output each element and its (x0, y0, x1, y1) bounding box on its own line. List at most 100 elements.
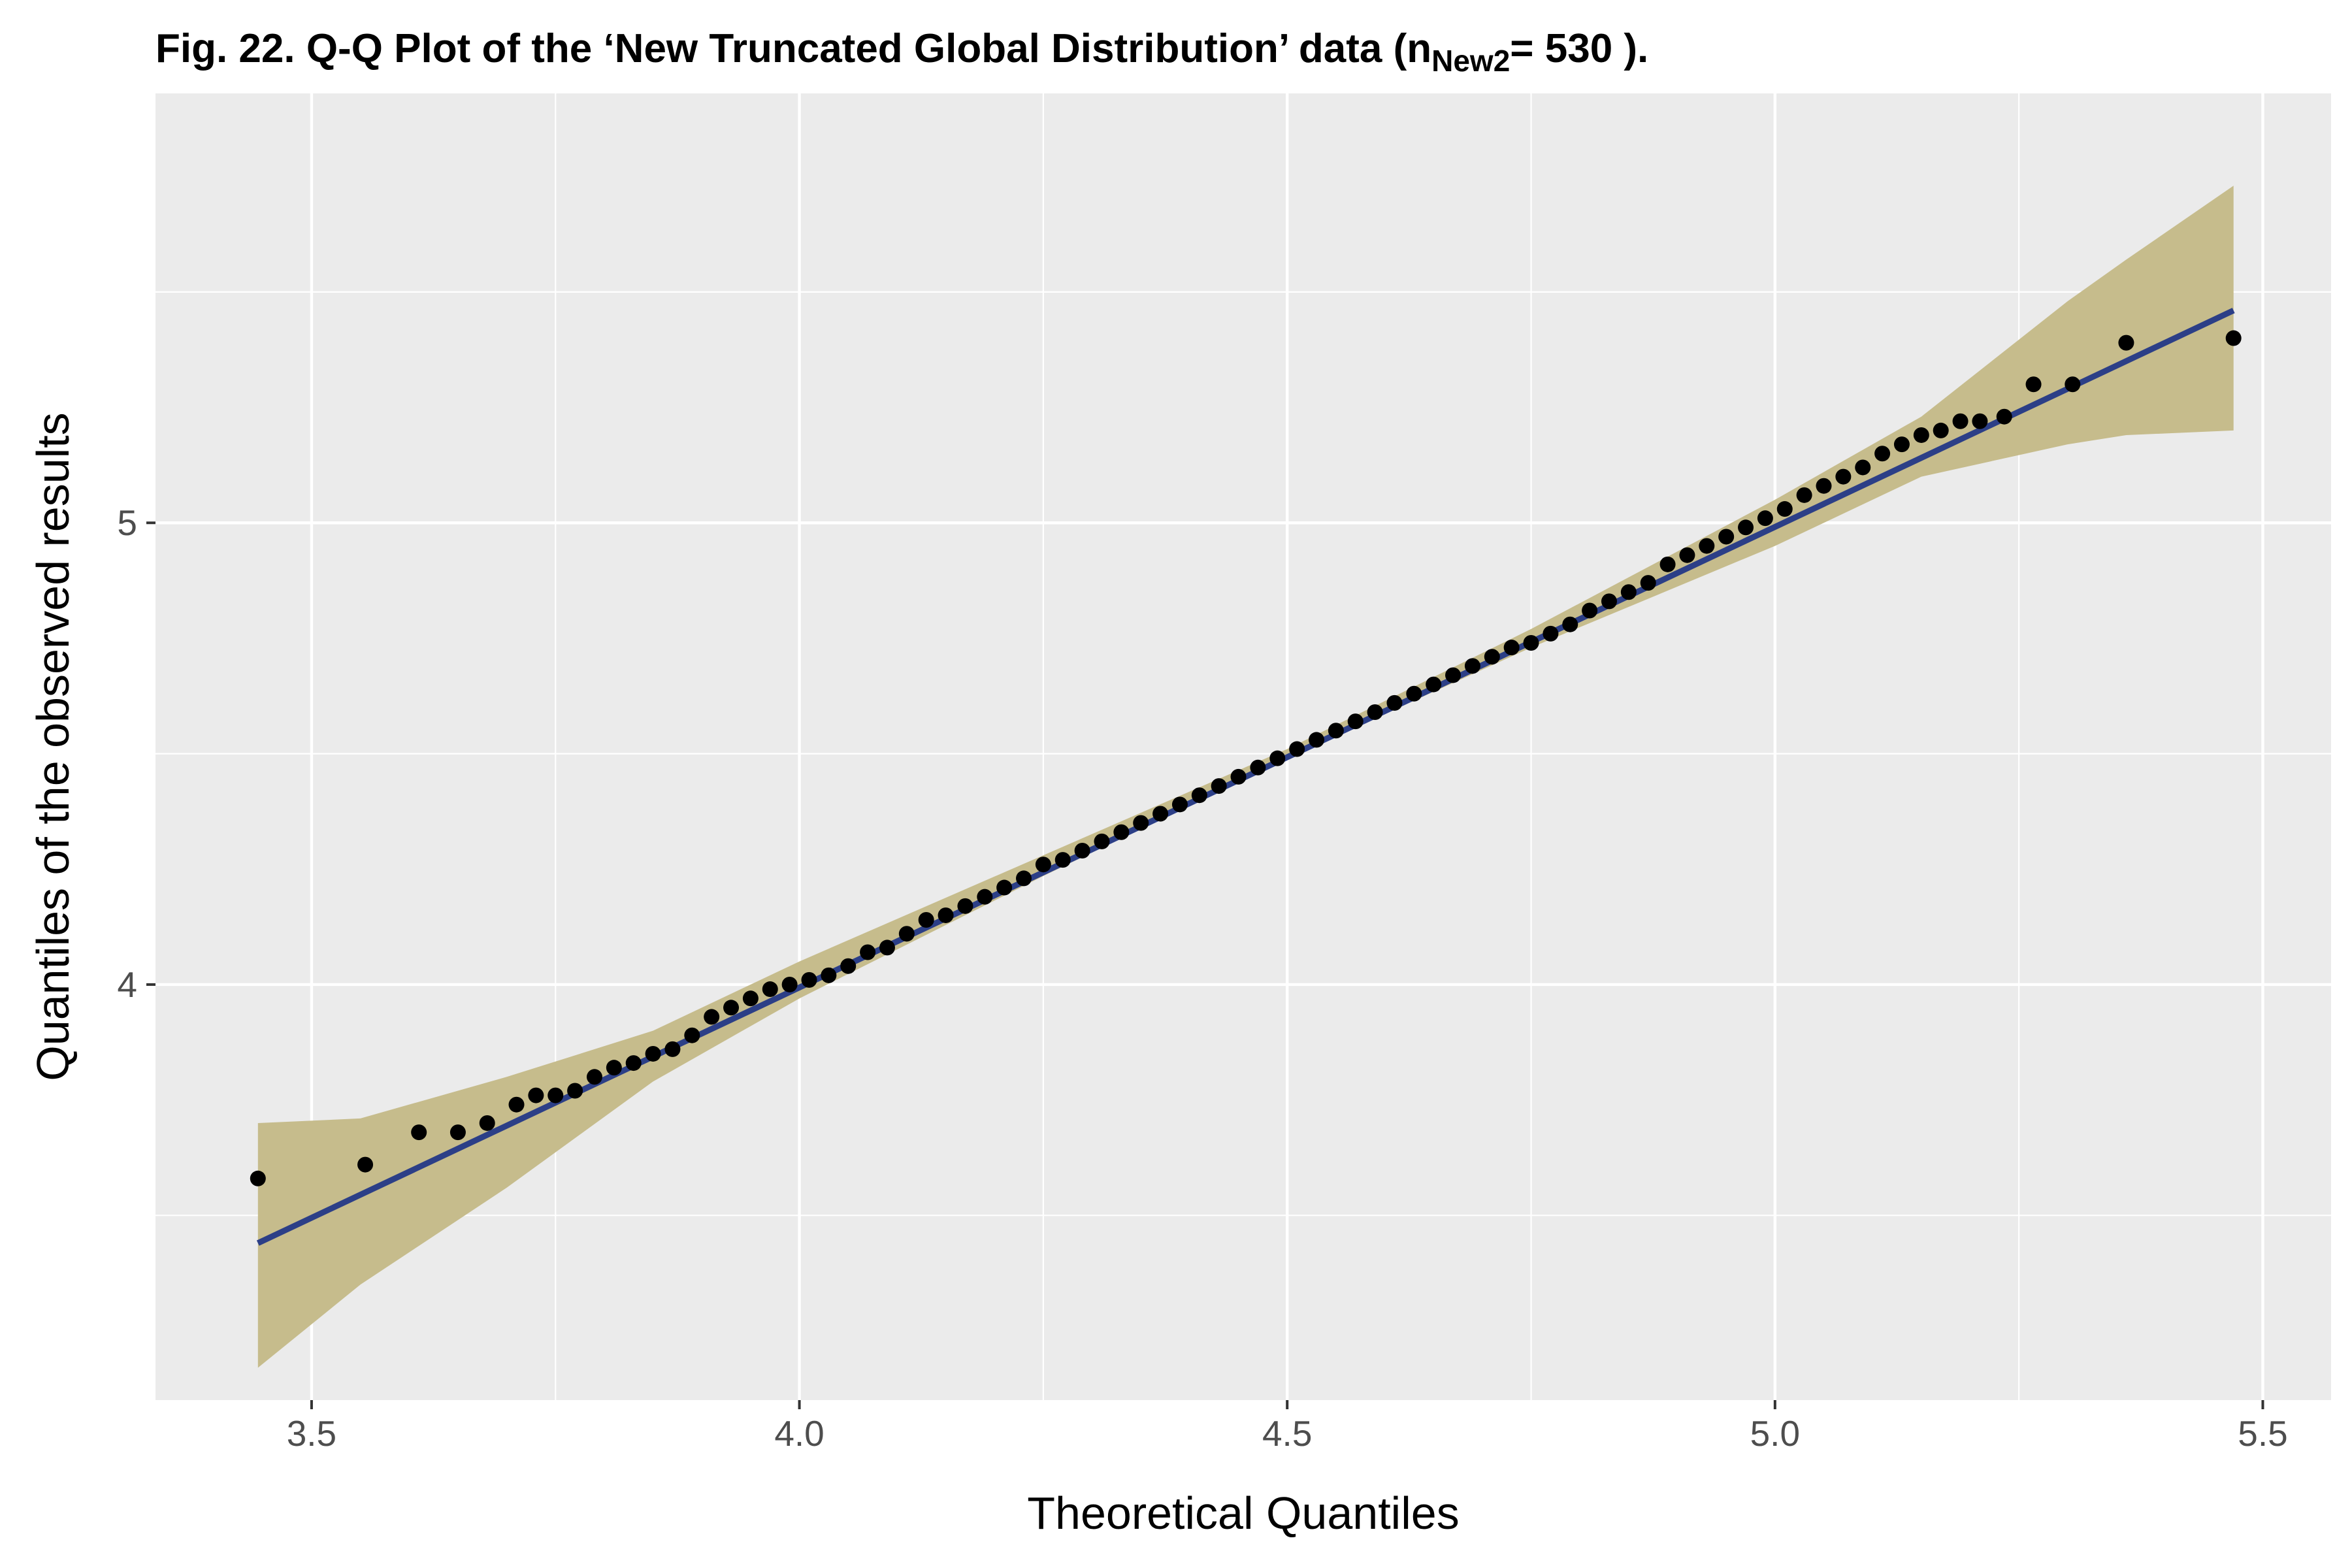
data-point (1386, 694, 1403, 711)
data-point (1893, 436, 1910, 453)
data-point (508, 1096, 525, 1113)
data-point (1269, 750, 1286, 766)
data-point (742, 990, 759, 1007)
plot-panel (155, 93, 2331, 1400)
data-point (1191, 787, 1207, 804)
y-tick-label: 5 (117, 502, 137, 543)
data-point (1074, 843, 1090, 859)
data-point (1972, 413, 1988, 429)
data-point (2118, 335, 2134, 351)
data-point (1054, 852, 1071, 868)
data-point (606, 1060, 622, 1076)
data-point (586, 1069, 602, 1085)
data-point (1464, 658, 1480, 674)
data-point (1776, 501, 1793, 517)
data-point (2065, 376, 2081, 393)
data-point (357, 1156, 374, 1173)
data-point (1620, 584, 1637, 600)
data-point (1523, 634, 1539, 651)
data-point (1996, 408, 2012, 425)
x-tick-label: 5.5 (2238, 1413, 2287, 1454)
data-point (1933, 422, 1949, 438)
data-point (781, 976, 798, 992)
x-tick-label: 4.0 (774, 1413, 824, 1454)
data-point (1094, 833, 1110, 849)
data-point (411, 1124, 427, 1141)
data-point (1952, 413, 1968, 429)
data-point (840, 958, 857, 974)
data-point (1659, 556, 1676, 572)
data-points (250, 330, 2242, 1186)
data-point (704, 1009, 720, 1025)
data-point (625, 1055, 642, 1071)
data-point (567, 1083, 583, 1099)
data-point (1133, 815, 1149, 831)
data-point (879, 939, 895, 956)
data-point (1171, 796, 1188, 813)
data-point (2225, 330, 2242, 346)
data-point (250, 1170, 266, 1186)
data-point (1230, 768, 1247, 785)
data-point (918, 912, 934, 928)
data-point (449, 1124, 466, 1141)
data-point (1152, 806, 1169, 822)
data-point (1718, 529, 1735, 545)
y-axis-title: Quantiles of the observed results (27, 412, 78, 1081)
x-tick-label: 3.5 (287, 1413, 336, 1454)
data-point (977, 889, 993, 905)
data-point (1757, 510, 1773, 527)
data-point (645, 1045, 661, 1062)
data-point (528, 1087, 544, 1103)
data-point (684, 1027, 700, 1043)
data-point (547, 1087, 564, 1103)
data-point (938, 907, 954, 923)
data-point (1855, 459, 1871, 476)
data-point (1543, 625, 1559, 642)
chart-title-text: Fig. 22. Q-Q Plot of the ‘New Truncated … (155, 26, 1432, 71)
x-tick-label: 5.0 (1750, 1413, 1800, 1454)
data-point (1582, 602, 1598, 619)
data-point (957, 898, 973, 914)
chart-title-suffix: = 530 ). (1510, 26, 1649, 71)
data-point (664, 1041, 681, 1057)
data-point (479, 1115, 495, 1131)
data-point (1913, 427, 1929, 443)
data-point (1347, 713, 1364, 730)
data-point (1328, 723, 1344, 739)
data-point (860, 944, 876, 960)
data-point (2025, 376, 2042, 393)
data-point (1796, 487, 1812, 503)
data-point (1503, 640, 1520, 656)
data-point (1816, 478, 1832, 494)
chart-title-subscript: New2 (1431, 44, 1511, 78)
data-point (1640, 575, 1656, 591)
data-point (1250, 759, 1266, 776)
data-point (1562, 616, 1578, 632)
data-point (821, 967, 837, 983)
data-point (1289, 741, 1305, 757)
data-point (1738, 519, 1754, 536)
data-point (1406, 685, 1422, 702)
chart-title: Fig. 22. Q-Q Plot of the ‘New Truncated … (155, 25, 1648, 79)
data-point (1211, 778, 1227, 794)
data-point (1874, 446, 1891, 462)
data-point (1601, 593, 1617, 610)
data-point (801, 972, 817, 988)
data-point (1426, 676, 1442, 693)
data-point (1308, 732, 1324, 748)
x-axis: 3.5 4.0 4.5 5.0 5.5 (287, 1400, 2288, 1454)
x-tick-label: 4.5 (1262, 1413, 1312, 1454)
data-point (1445, 667, 1462, 683)
data-point (1113, 824, 1130, 840)
data-point (996, 879, 1013, 896)
data-point (1016, 870, 1032, 887)
data-point (1835, 468, 1852, 485)
data-point (898, 926, 915, 942)
data-point (762, 981, 778, 998)
x-axis-title: Theoretical Quantiles (1027, 1488, 1459, 1539)
data-point (1367, 704, 1383, 720)
data-point (1679, 547, 1695, 563)
major-gridlines (155, 93, 2331, 1400)
data-point (1484, 649, 1500, 665)
